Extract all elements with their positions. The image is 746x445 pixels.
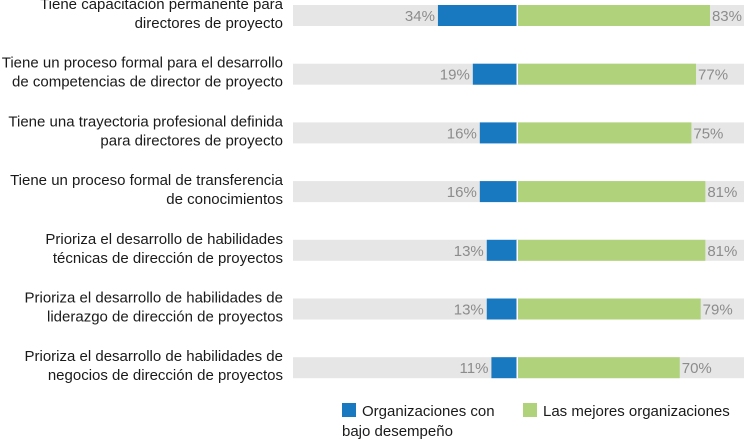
category-label-line: Prioriza el desarrollo de habilidades [45, 231, 283, 248]
bar-divider-3 [516, 181, 518, 203]
bar-low-0 [437, 5, 517, 26]
value-label-low-1: 19% [440, 67, 470, 84]
bar-best-6 [517, 357, 680, 379]
bar-divider-2 [516, 122, 518, 144]
category-label-line: directores de proyecto [135, 15, 283, 32]
bar-low-2 [479, 122, 517, 144]
value-label-best-0: 83% [712, 8, 742, 25]
category-label-3: Tiene un proceso formal de transferencia… [10, 172, 284, 208]
category-label-2: Tiene una trayectoria profesional defini… [8, 113, 283, 149]
legend-swatch-best [523, 403, 537, 417]
value-label-low-0: 34% [405, 8, 435, 25]
bar-best-4 [517, 239, 706, 261]
value-label-best-2: 75% [693, 125, 723, 142]
bar-divider-1 [516, 63, 518, 85]
bar-divider-4 [516, 239, 518, 261]
bar-low-3 [479, 181, 517, 203]
category-label-1: Tiene un proceso formal para el desarrol… [2, 55, 283, 91]
value-label-low-5: 13% [454, 302, 484, 319]
category-label-line: negocios de dirección de proyectos [48, 367, 283, 384]
category-label-line: Tiene una trayectoria profesional defini… [8, 113, 283, 130]
category-label-6: Prioriza el desarrollo de habilidades de… [25, 348, 284, 384]
bar-low-4 [486, 239, 517, 261]
value-label-low-4: 13% [454, 243, 484, 260]
value-label-best-5: 79% [703, 302, 733, 319]
bar-low-1 [472, 63, 517, 85]
value-label-best-4: 81% [707, 243, 737, 260]
legend-low-performers: Organizaciones con bajo desempeño [342, 402, 495, 442]
legend-low-line1: Organizaciones con [362, 403, 495, 420]
legend-best-label: Las mejores organizaciones [543, 403, 730, 420]
category-label-line: liderazgo de dirección de proyectos [47, 309, 283, 326]
bar-best-2 [517, 122, 692, 144]
value-label-low-2: 16% [447, 125, 477, 142]
category-label-line: Prioriza el desarrollo de habilidades de [25, 290, 284, 307]
value-label-low-3: 16% [447, 184, 477, 201]
value-label-low-6: 11% [460, 360, 489, 377]
category-label-0: Tiene capacitación permanente para direct… [40, 0, 284, 32]
category-label-line: técnicas de dirección de proyectos [53, 250, 283, 267]
value-label-best-3: 81% [707, 184, 737, 201]
bar-divider-6 [516, 357, 518, 379]
legend-best: Las mejores organizaciones [523, 402, 730, 422]
category-label-line: para directores de proyecto [100, 132, 283, 149]
category-label-5: Prioriza el desarrollo de habilidades de… [25, 290, 284, 326]
category-label-line: de conocimientos [166, 191, 283, 208]
value-label-best-1: 77% [698, 67, 728, 84]
category-label-line: Prioriza el desarrollo de habilidades de [25, 348, 284, 365]
bar-best-5 [517, 298, 701, 320]
category-label-4: Prioriza el desarrollo de habilidades téc… [45, 231, 283, 267]
bar-best-0 [517, 5, 710, 26]
bar-divider-5 [516, 298, 518, 320]
bar-best-1 [517, 63, 697, 85]
category-label-line: Tiene capacitación permanente para [40, 0, 284, 13]
bar-low-5 [486, 298, 517, 320]
value-label-best-6: 70% [682, 360, 712, 377]
category-label-line: Tiene un proceso formal de transferencia [10, 172, 284, 189]
bar-low-6 [491, 357, 517, 379]
bar-best-3 [517, 181, 706, 203]
category-label-line: Tiene un proceso formal para el desarrol… [2, 55, 283, 72]
legend-swatch-low [342, 403, 356, 417]
bar-divider-0 [516, 5, 518, 26]
category-label-line: de competencias de director de proyecto [12, 74, 283, 91]
legend-low-line2: bajo desempeño [342, 423, 453, 440]
